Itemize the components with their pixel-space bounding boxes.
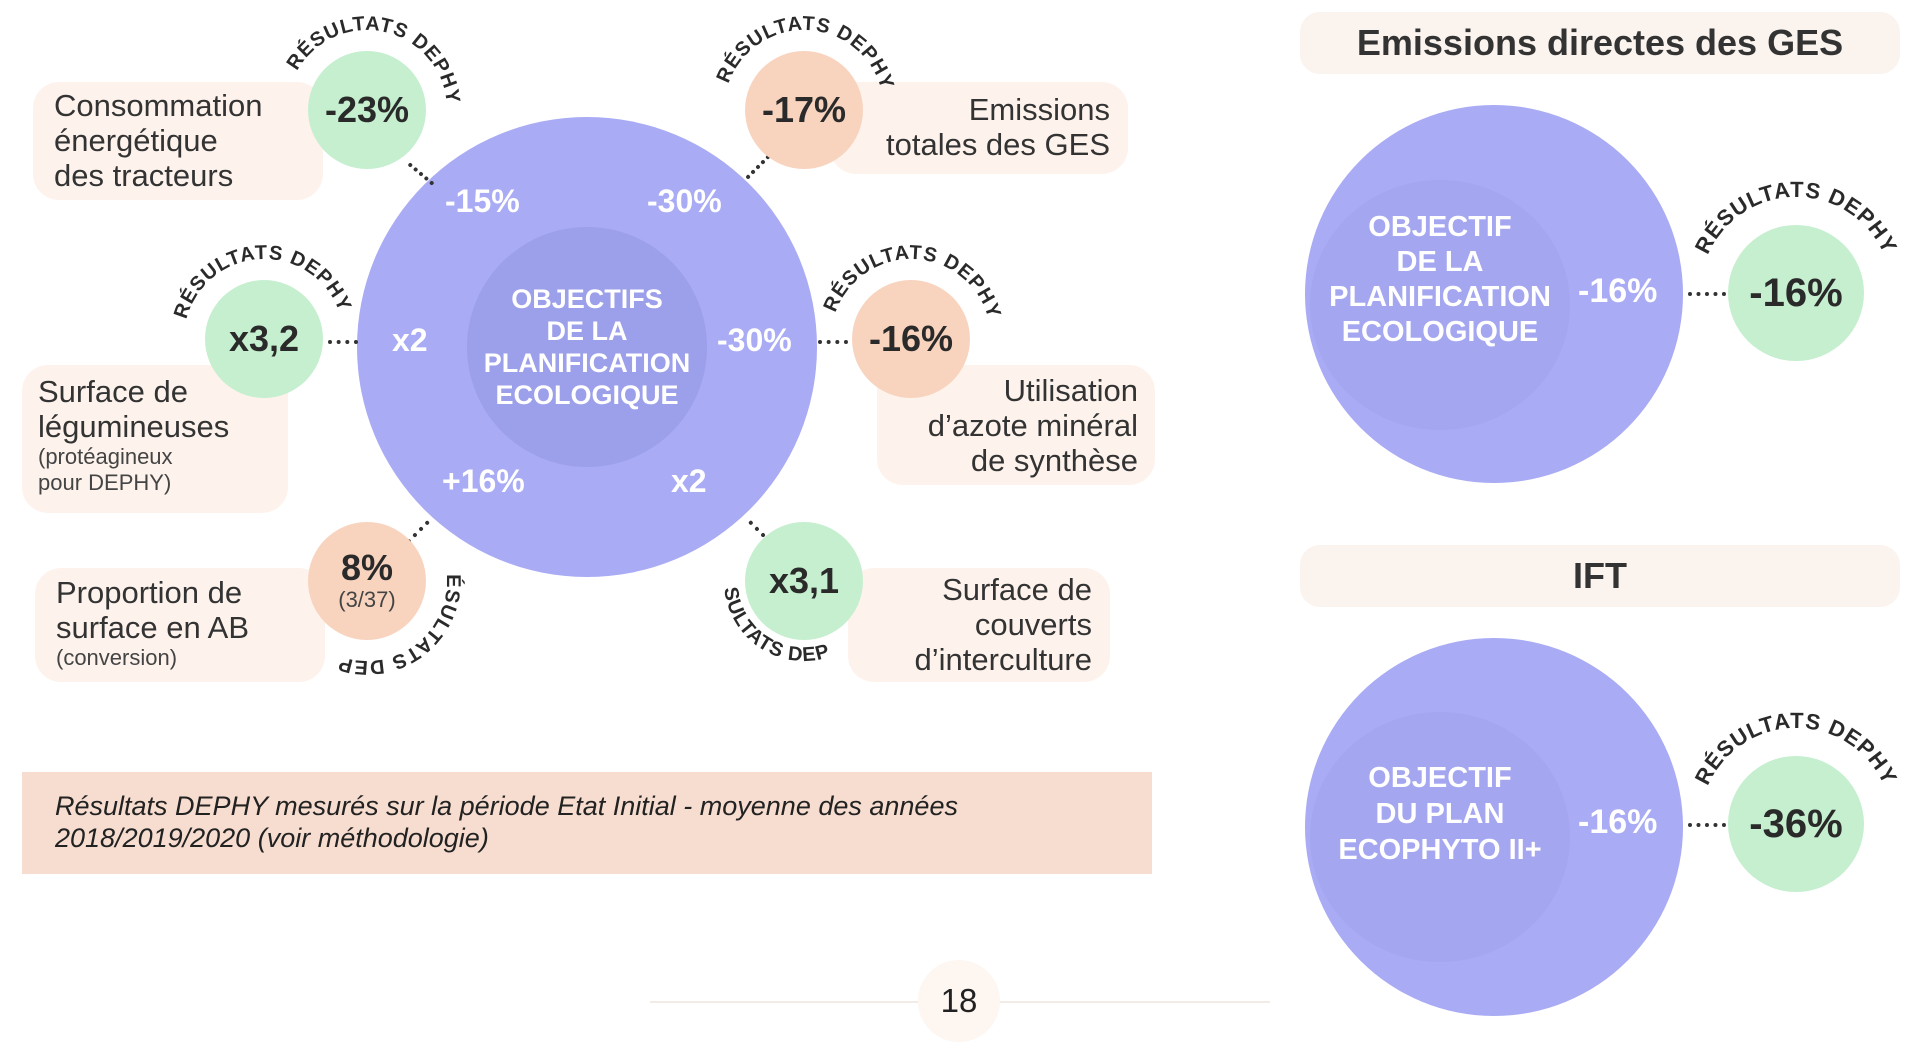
page-rule-left <box>650 1001 918 1003</box>
label-ges-1: Emissions <box>968 92 1110 127</box>
objective-interculture: x2 <box>671 463 707 499</box>
arc-ab: RÉSULTATS DEPHY <box>0 0 465 678</box>
result-azote-badge: -16% <box>852 280 970 398</box>
ift-objective-inner <box>1310 712 1570 962</box>
center-line-3: PLANIFICATION <box>483 348 691 378</box>
ift-heading: IFT <box>1573 555 1627 596</box>
objectives-center: OBJECTIFS DE LA PLANIFICATION ECOLOGIQUE <box>467 227 707 467</box>
label-legumes-sub-2: pour DEPHY) <box>38 470 172 495</box>
label-ab: Proportion de surface en AB (conversion) <box>56 575 249 671</box>
ift-result-badge: -36% <box>1728 756 1864 892</box>
label-interculture: Surface de couverts d’interculture <box>860 572 1092 677</box>
ift-objective-label: OBJECTIF DU PLAN ECOPHYTO II+ <box>1320 760 1560 868</box>
label-ab-1: Proportion de <box>56 575 243 610</box>
ift-heading-box: IFT <box>1300 545 1900 607</box>
ges-heading: Emissions directes des GES <box>1356 22 1844 63</box>
ges-result-badge: -16% <box>1728 225 1864 361</box>
ges-result: -16% <box>1749 270 1843 315</box>
label-legumes-1: Surface de <box>38 374 188 409</box>
label-legumes-2: légumineuses <box>38 409 230 444</box>
label-ges-2: totales des GES <box>885 127 1110 162</box>
ift-result: -36% <box>1749 801 1843 846</box>
result-azote: -16% <box>868 318 954 359</box>
ift-circle-line-1: OBJECTIF <box>1368 762 1512 794</box>
label-azote-3: de synthèse <box>970 443 1138 478</box>
ges-objective-label: OBJECTIF DE LA PLANIFICATION ECOLOGIQUE <box>1320 210 1560 350</box>
result-ab-badge: 8% (3/37) <box>308 522 426 640</box>
result-interculture: x3,1 <box>768 560 840 601</box>
label-tractors-3: des tracteurs <box>54 158 234 193</box>
ges-objective-inner <box>1310 180 1570 430</box>
label-legumes-sub-1: (protéagineux <box>38 444 173 469</box>
objective-ges: -30% <box>647 183 722 219</box>
center-line-4: ECOLOGIQUE <box>495 380 679 410</box>
label-tractors-1: Consommation <box>54 88 263 123</box>
result-interculture-badge: x3,1 <box>745 522 863 640</box>
arc-tractors: RÉSULTATS DEPHY <box>283 13 464 106</box>
center-line-2: DE LA <box>546 316 628 346</box>
label-ab-2: surface en AB <box>56 610 250 645</box>
ges-label-box <box>830 82 1128 174</box>
ges-circle-line-4: ECOLOGIQUE <box>1341 316 1539 348</box>
ift-circle-line-2: DU PLAN <box>1375 798 1505 830</box>
result-tractors-badge: -23% <box>308 51 426 169</box>
arc-ges: RÉSULTATS DEPHY <box>712 13 898 93</box>
tractors-label-box <box>33 82 323 200</box>
ift-objective-circle <box>1305 638 1683 1016</box>
result-ab: 8% <box>340 547 394 588</box>
footnote: Résultats DEPHY mesurés sur la période E… <box>55 791 958 853</box>
label-ges: Emissions totales des GES <box>860 92 1110 162</box>
connector-azote <box>818 340 848 344</box>
interculture-label-box <box>848 568 1110 682</box>
label-tractors: Consommation énergétique des tracteurs <box>54 88 262 193</box>
label-interculture-1: Surface de <box>942 572 1092 607</box>
objective-legumes: x2 <box>392 322 428 358</box>
objective-azote: -30% <box>717 322 792 358</box>
center-line-1: OBJECTIFS <box>511 284 663 314</box>
result-legumes-badge: x3,2 <box>205 280 323 398</box>
footnote-box <box>22 772 1152 874</box>
arc-ift-right: RÉSULTATS DEPHY <box>1690 708 1903 789</box>
result-ges: -17% <box>761 89 847 130</box>
ift-connector <box>1688 823 1726 827</box>
label-azote-2: d’azote minéral <box>927 408 1138 443</box>
result-legumes: x3,2 <box>228 318 300 359</box>
label-ab-sub: (conversion) <box>56 645 178 670</box>
objective-ab: +16% <box>442 463 525 499</box>
arc-interculture: RÉSULTATS DEPHY <box>0 0 832 666</box>
page-rule-right <box>1000 1001 1270 1003</box>
objective-tractors: -15% <box>445 183 520 219</box>
result-tractors: -23% <box>324 89 410 130</box>
result-ges-badge: -17% <box>745 51 863 169</box>
ges-connector <box>1688 292 1726 296</box>
label-interculture-3: d’interculture <box>914 642 1092 677</box>
ges-circle-line-3: PLANIFICATION <box>1329 281 1551 313</box>
label-interculture-2: couverts <box>974 607 1092 642</box>
ges-objective-value: -16% <box>1578 272 1658 310</box>
ges-heading-box: Emissions directes des GES <box>1300 12 1900 74</box>
result-ab-sub: (3/37) <box>338 587 396 612</box>
ift-objective-value: -16% <box>1578 803 1658 841</box>
ges-circle-line-1: OBJECTIF <box>1368 211 1512 243</box>
page-number: 18 <box>940 982 978 1019</box>
arc-azote: RÉSULTATS DEPHY <box>819 242 1005 322</box>
ab-label-box <box>35 568 325 682</box>
label-tractors-2: énergétique <box>54 123 218 158</box>
arc-ges-right: RÉSULTATS DEPHY <box>1690 177 1903 258</box>
arc-legumes: RÉSULTATS DEPHY <box>170 242 356 321</box>
label-legumes: Surface de légumineuses (protéagineux po… <box>38 374 229 496</box>
connector-legumes <box>328 340 358 344</box>
ges-objective-circle <box>1305 105 1683 483</box>
label-azote: Utilisation d’azote minéral de synthèse <box>880 373 1138 478</box>
ift-circle-line-3: ECOPHYTO II+ <box>1338 834 1542 866</box>
label-azote-1: Utilisation <box>1003 373 1138 408</box>
ges-circle-line-2: DE LA <box>1396 246 1484 278</box>
